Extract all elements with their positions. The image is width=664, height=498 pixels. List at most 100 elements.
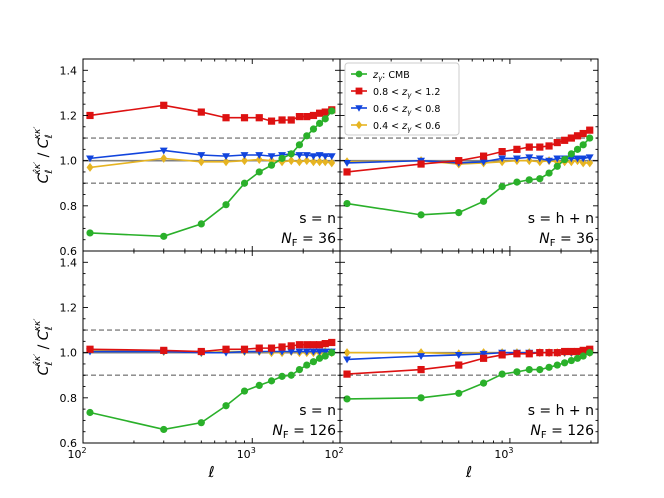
data-point-cmb [278,154,286,162]
data-point-z08 [573,132,582,140]
data-point-z08 [309,111,318,120]
data-point-z08 [498,351,506,359]
y-axis-label-top: Cℓκ̂κ′ / Cℓκκ′ [32,127,55,184]
panel-annotation-s: s = h + n [528,211,594,227]
data-point-z06 [309,153,318,161]
axes-frame [339,250,599,444]
data-point-cmb [545,169,553,177]
data-point-cmb [343,395,351,403]
panel-s-n-126: 0.6 0.8 1.0 1.2 1.4 102 103 ℓ s = n NF = 126 [60,250,341,481]
data-point-z08 [525,143,533,151]
data-point-z06 [498,155,507,163]
data-point-z06 [567,155,576,163]
data-point-z06 [159,147,168,155]
data-point-z08 [240,345,249,353]
data-point-cmb [255,381,263,389]
data-point-z08 [343,370,351,378]
data-point-cmb [586,134,594,142]
data-point-z08 [303,113,311,121]
data-point-cmb [160,425,168,434]
legend-label-z06: 0.6 < zγ < 0.8 [373,104,440,117]
data-point-z06 [479,158,488,166]
data-point-z04 [321,157,329,167]
data-point-z08 [536,349,544,357]
data-point-cmb [309,358,318,366]
data-point-cmb [536,175,544,183]
data-point-z06 [222,153,230,161]
series-line-cmb [346,137,591,216]
data-point-z04 [579,158,587,168]
data-point-cmb [545,363,553,371]
x-tick-label: 103 [494,446,513,461]
data-point-z08 [579,129,587,138]
data-point-z06 [417,353,426,360]
data-layer [86,338,336,434]
data-point-z06 [579,155,588,163]
x-axis-label: ℓ [207,463,214,481]
data-point-z06 [315,152,324,159]
data-point-z08 [536,143,544,151]
data-point-z08 [255,344,263,352]
data-point-z08 [567,347,575,356]
data-point-cmb [222,201,230,209]
legend-label-cmb: zγ: CMB [372,70,410,83]
data-point-z04 [86,162,94,172]
series-line-z08 [89,341,332,353]
data-layer [343,345,594,403]
data-point-cmb [525,365,533,374]
data-point-cmb [315,119,324,127]
data-point-z06 [525,154,534,162]
data-point-cmb [586,349,594,357]
data-point-z08 [240,114,249,122]
data-point-cmb [498,183,506,191]
data-point-cmb [295,365,304,374]
data-point-z06 [295,348,304,356]
data-point-cmb [417,394,425,402]
data-point-z08 [479,354,488,362]
y-tick-label: 0.6 [60,437,78,450]
data-point-cmb [240,179,249,187]
data-point-z04 [316,157,324,167]
series-line-z04 [89,157,332,169]
data-point-z08 [513,145,521,153]
data-point-cmb [278,372,286,380]
data-point-cmb [567,356,575,365]
data-point-cmb [255,168,263,176]
series-line-cmb [89,351,333,431]
panel-s-hn-36: s = h + n NF = 36 [339,58,599,252]
data-point-cmb [417,211,425,219]
data-point-z08 [295,113,304,121]
data-point-z06 [267,153,276,161]
legend: zγ: CMB 0.8 < zγ < 1.2 0.6 < zγ < 0.8 0.4 <… [344,62,460,136]
data-point-cmb [536,365,544,374]
data-point-z08 [545,142,553,150]
data-point-cmb [197,419,205,427]
data-point-z06 [197,152,206,159]
data-point-z08 [267,344,276,352]
x-axis-label: ℓ [465,463,472,481]
data-point-z08 [586,126,594,134]
panel-s-n-36: 0.6 0.8 1.0 1.2 1.4 s = n NF = 36 [60,58,341,258]
data-point-z08 [455,157,463,165]
data-point-z08 [295,341,304,349]
data-point-z08 [287,116,295,124]
data-point-z08 [222,345,230,353]
data-layer [86,101,336,240]
data-point-z04 [160,153,168,163]
y-tick-label: 1.4 [60,256,78,269]
x-tick-label: 102 [67,446,86,461]
y-tick-label: 0.6 [60,245,78,258]
data-point-cmb [321,352,329,360]
data-point-z08 [513,350,521,358]
x-tick-label: 102 [324,446,343,461]
data-point-z08 [309,341,318,349]
data-point-cmb [561,359,569,367]
data-point-z08 [197,108,205,116]
data-point-z06 [573,155,582,163]
series-line-z06 [89,149,332,160]
data-point-z08 [573,347,582,356]
data-point-cmb [267,377,276,385]
data-point-cmb [553,361,561,369]
panel-annotation-s: s = n [299,403,336,419]
